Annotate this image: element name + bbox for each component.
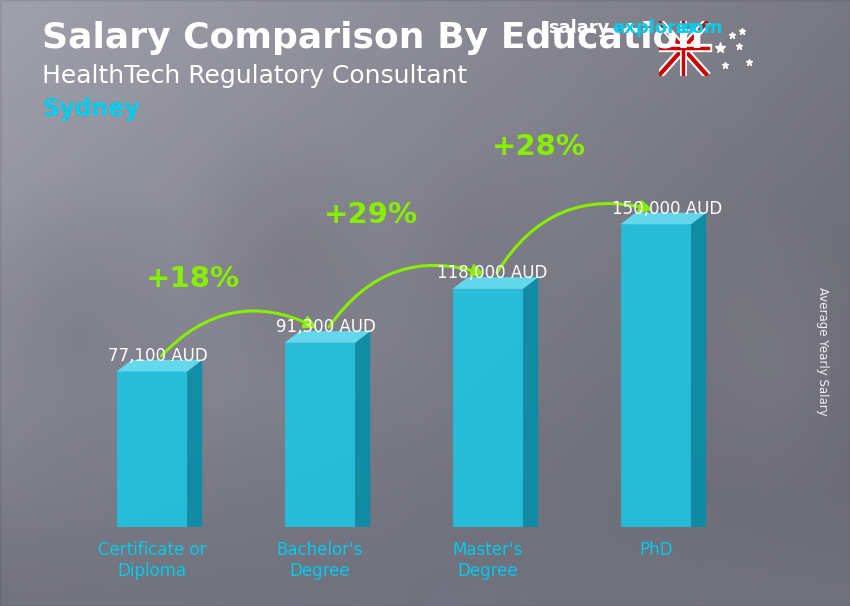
Text: salary: salary: [548, 19, 609, 38]
Text: 91,300 AUD: 91,300 AUD: [276, 318, 376, 336]
Bar: [620, 224, 691, 527]
Text: 118,000 AUD: 118,000 AUD: [438, 264, 547, 282]
Polygon shape: [355, 331, 371, 527]
Text: +29%: +29%: [324, 201, 417, 230]
Polygon shape: [452, 277, 538, 289]
Text: explorer: explorer: [612, 19, 697, 38]
Polygon shape: [285, 331, 371, 343]
Text: Sydney: Sydney: [42, 97, 140, 121]
Polygon shape: [523, 277, 538, 527]
Polygon shape: [620, 213, 706, 224]
Text: +28%: +28%: [491, 133, 586, 161]
Text: Average Yearly Salary: Average Yearly Salary: [816, 287, 829, 416]
Polygon shape: [187, 360, 202, 527]
Bar: [452, 289, 523, 527]
Text: +18%: +18%: [145, 265, 240, 293]
Text: Salary Comparison By Education: Salary Comparison By Education: [42, 21, 704, 55]
Text: .com: .com: [674, 19, 722, 38]
Bar: [116, 371, 187, 527]
Polygon shape: [116, 360, 202, 371]
Polygon shape: [691, 213, 706, 527]
Bar: [285, 343, 355, 527]
Text: HealthTech Regulatory Consultant: HealthTech Regulatory Consultant: [42, 64, 468, 88]
Text: 77,100 AUD: 77,100 AUD: [108, 347, 208, 365]
Text: 150,000 AUD: 150,000 AUD: [612, 199, 722, 218]
